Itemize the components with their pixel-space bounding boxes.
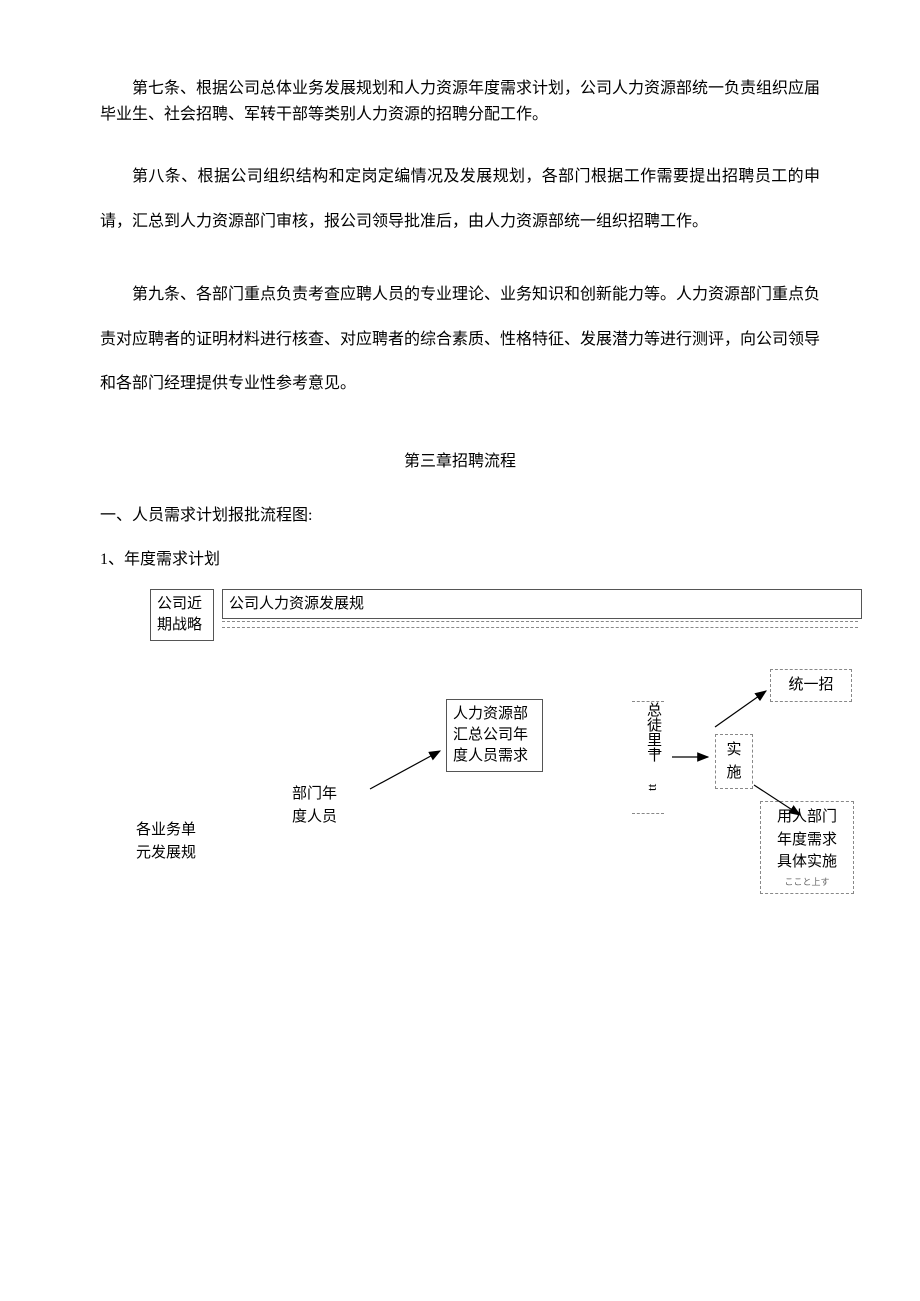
node-business-unit-plan: 各业务单元发展规 (136, 819, 196, 864)
node-hr-dev-plan: 公司人力资源发展规 (222, 589, 862, 619)
dashed-line (632, 813, 664, 814)
dashed-line (632, 701, 664, 702)
dashed-line (222, 627, 858, 628)
article-7: 第七条、根据公司总体业务发展规划和人力资源年度需求计划，公司人力资源部统一负责组… (100, 76, 820, 127)
node-dept-implement: 用人部门年度需求具体实施 ここと上す (760, 801, 854, 894)
dashed-line (222, 621, 858, 622)
node-hr-summary: 人力资源部汇总公司年度人员需求 (446, 699, 543, 772)
node-label: 实施 (726, 742, 741, 781)
node-label: 公司人力资源发展规 (229, 596, 364, 612)
section-heading-1: 一、人员需求计划报批流程图: (100, 501, 820, 525)
chapter-title: 第三章招聘流程 (100, 447, 820, 471)
node-label: 总徒里肀 (645, 702, 661, 762)
node-dept-annual: 部门年度人员 (292, 783, 337, 828)
node-label: 部门年度人员 (292, 786, 337, 825)
article-9: 第九条、各部门重点负责考查应聘人员的专业理论、业务知识和创新能力等。人力资源部门… (100, 273, 820, 407)
node-gm-approval: 总徒里肀 (644, 702, 662, 762)
subsection-1: 1、年度需求计划 (100, 545, 820, 569)
approval-flowchart: 公司近期战略 公司人力资源发展规 人力资源部汇总公司年度人员需求 总徒里肀 tt… (100, 589, 820, 989)
node-implement: 实施 (715, 734, 753, 789)
node-label: 统一招 (788, 677, 833, 693)
node-company-strategy: 公司近期战略 (150, 589, 214, 641)
article-8: 第八条、根据公司组织结构和定岗定编情况及发展规划，各部门根据工作需要提出招聘员工… (100, 155, 820, 245)
node-label: 公司近期战略 (157, 596, 202, 633)
document-page: 第七条、根据公司总体业务发展规划和人力资源年度需求计划，公司人力资源部统一负责组… (0, 0, 920, 1029)
node-label: 用人部门年度需求具体实施 (777, 809, 837, 870)
node-label: 人力资源部汇总公司年度人员需求 (453, 706, 528, 764)
flow-arrows (100, 589, 820, 989)
node-unified-recruit: 统一招 (770, 669, 852, 702)
node-sublabel: ここと上す (769, 876, 845, 890)
node-label: 各业务单元发展规 (136, 822, 196, 861)
node-gm-approval-sub: tt (644, 784, 660, 791)
node-label: tt (644, 784, 659, 791)
